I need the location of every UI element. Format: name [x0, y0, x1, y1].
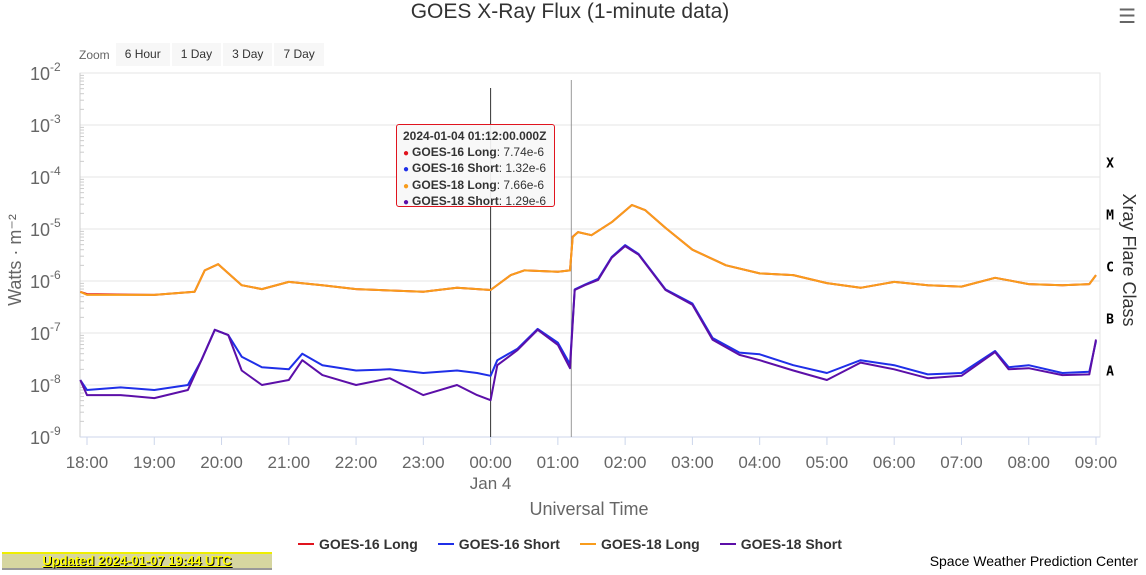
x-tick-label: 02:00: [604, 453, 647, 472]
flare-class-label: M: [1106, 208, 1114, 223]
flare-class-label: C: [1106, 260, 1114, 275]
x-tick-label: 18:00: [66, 453, 109, 472]
zoom-3-day-button[interactable]: 3 Day: [223, 43, 273, 66]
zoom-1-day-button[interactable]: 1 Day: [171, 43, 222, 66]
right-axis-title: Xray Flare Class: [1119, 193, 1139, 326]
zoom-6-hour-button[interactable]: 6 Hour: [115, 43, 170, 66]
y-tick-label: 10-6: [30, 268, 61, 292]
y-tick-label: 10-2: [30, 60, 61, 84]
legend-goes18-short[interactable]: GOES-18 Short: [719, 536, 842, 552]
tooltip-row: ● GOES-16 Short: 1.32e-6: [403, 161, 547, 175]
x-tick-label: 03:00: [671, 453, 714, 472]
x-tick-label: 22:00: [335, 453, 378, 472]
blue-dot-icon: ●: [403, 164, 410, 175]
plot-area: [79, 72, 1101, 438]
y-tick-label: 10-8: [30, 372, 61, 396]
x-tick-label: 09:00: [1075, 453, 1118, 472]
zoom-bar: Zoom 6 Hour 1 Day 3 Day 7 Day: [79, 43, 326, 66]
x-axis-title: Universal Time: [529, 499, 648, 519]
purple-dot-icon: ●: [403, 197, 410, 208]
tooltip: 2024-01-04 01:12:00.000Z ● GOES-16 Long: …: [396, 124, 555, 208]
series-line-goes-18-short: [79, 245, 1097, 402]
x-tick-sublabel: Jan 4: [470, 474, 512, 493]
legend-goes18-long[interactable]: GOES-18 Long: [579, 536, 700, 552]
y-tick-label: 10-5: [30, 216, 61, 240]
zoom-label: Zoom: [79, 47, 110, 62]
zoom-7-day-button[interactable]: 7 Day: [274, 43, 324, 66]
x-tick-label: 06:00: [873, 453, 916, 472]
orange-dot-icon: ●: [403, 180, 410, 192]
tooltip-row: ● GOES-18 Long: 7.66e-6: [403, 177, 545, 192]
x-tick-label: 20:00: [200, 453, 243, 472]
x-tick-label: 07:00: [940, 453, 983, 472]
y-tick-label: 10-9: [30, 424, 61, 448]
red-dot-icon: ●: [403, 147, 410, 159]
y-tick-label: 10-7: [30, 320, 61, 344]
legend: GOES-16 Long GOES-16 Short GOES-18 Long …: [298, 536, 862, 552]
hamburger-menu-icon[interactable]: ☰: [1118, 6, 1136, 28]
y-tick-label: 10-3: [30, 112, 61, 136]
x-tick-label: 01:00: [537, 453, 580, 472]
x-tick-label: 00:00: [469, 453, 512, 472]
tooltip-row: ● GOES-18 Short: 1.29e-6: [403, 194, 547, 208]
flare-class-label: A: [1106, 364, 1114, 379]
x-tick-label: 23:00: [402, 453, 445, 472]
flare-class-label: X: [1106, 156, 1114, 171]
flare-class-label: B: [1106, 312, 1114, 327]
y-tick-label: 10-4: [30, 164, 61, 188]
x-tick-label: 21:00: [268, 453, 311, 472]
legend-goes16-short[interactable]: GOES-16 Short: [437, 536, 560, 552]
x-tick-label: 04:00: [738, 453, 781, 472]
x-tick-label: 08:00: [1007, 453, 1050, 472]
y-axis-title: Watts · m⁻²: [5, 214, 25, 306]
chart-title: GOES X-Ray Flux (1-minute data): [410, 0, 730, 23]
series-line-goes-18-long: [79, 204, 1097, 296]
updated-timestamp: Updated 2024-01-07 19:44 UTC: [2, 552, 272, 570]
x-tick-label: 05:00: [806, 453, 849, 472]
tooltip-row: ● GOES-16 Long: 7.74e-6: [403, 144, 545, 159]
x-tick-label: 19:00: [133, 453, 176, 472]
credit: Space Weather Prediction Center: [929, 553, 1138, 569]
legend-goes16-long[interactable]: GOES-16 Long: [298, 536, 418, 552]
tooltip-time: 2024-01-04 01:12:00.000Z: [403, 129, 547, 143]
